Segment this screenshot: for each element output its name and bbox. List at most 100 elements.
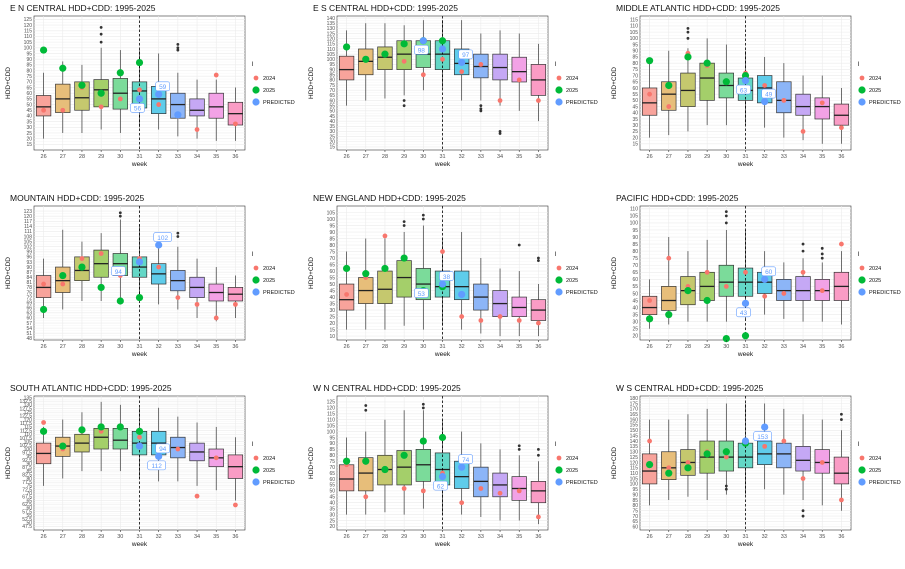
y-tick-label: 110 [630,471,638,477]
x-tick-label: 29 [704,344,710,350]
x-tick-label: 29 [704,154,710,160]
box [338,55,355,81]
outlier-point [686,30,690,34]
y-tick-label: 85 [632,242,638,248]
y-tick-label: 115 [327,412,335,418]
box [377,46,393,70]
y-tick-label: 140 [630,439,639,445]
y-tick-label: 110 [630,207,638,213]
y-tick-label: 100 [327,57,336,63]
point-2025 [722,78,730,86]
y-axis-label: HDD+CDD [308,257,315,289]
box [641,87,658,116]
y-tick-label: 65 [329,93,335,99]
point-2025 [116,423,124,431]
legend-label: PREDICTED [263,100,295,106]
x-tick-label: 29 [401,344,407,350]
legend-key [252,276,260,284]
predicted-label-box [414,44,429,55]
point-2024 [156,264,162,270]
outlier-point [364,408,368,412]
y-tick-label: 60 [329,98,335,104]
y-tick-label: 97.5 [22,450,32,456]
x-tick-label: 29 [98,154,104,160]
y-tick-label: 75 [329,249,335,255]
point-2025 [342,457,351,465]
x-tick-label: 31 [742,344,748,350]
point-2024 [194,301,200,307]
point-2024 [497,98,503,103]
predicted-label: 63 [740,87,748,94]
y-tick-label: 40 [632,305,638,311]
x-tick-label: 32 [459,154,465,160]
predicted-label-box [458,49,473,60]
point-2024 [666,104,672,109]
x-tick-label: 34 [194,534,200,540]
x-tick-label: 26 [344,534,350,540]
y-tick-label: 15 [26,142,32,148]
chart-panel: 60 65 70 75 80 85 90 95 100 105 110 115 120 125 130 135… [606,380,905,569]
x-tick-label: 35 [819,344,825,350]
point-2025 [684,53,692,61]
y-tick-label: 20 [329,140,335,146]
legend-title: l [555,441,557,448]
point-predicted [155,452,163,460]
box [377,270,393,304]
point-2025 [381,50,389,58]
point-2025 [438,37,447,45]
box [718,264,734,297]
point-2025 [59,442,67,450]
x-tick-label: 26 [41,534,47,540]
x-tick-label: 30 [420,154,426,160]
y-tick-label: 105 [24,239,33,245]
y-tick-label: 130 [24,403,33,409]
point-2024 [233,502,238,508]
x-tick-label: 33 [478,344,484,350]
y-axis-label: HDD+CDD [611,257,618,289]
point-2025 [665,311,673,319]
x-tick-label: 33 [175,344,181,350]
box [338,283,355,311]
y-tick-label: 70 [329,465,335,471]
y-tick-label: 60 [329,269,335,275]
y-tick-label: 75 [632,509,638,515]
y-tick-label: 175 [630,401,639,407]
y-tick-label: 95 [632,42,638,48]
y-tick-label: 55 [632,92,638,98]
point-2025 [684,464,692,472]
y-tick-label: 85 [329,447,335,453]
y-tick-label: 95 [329,62,335,68]
y-tick-label: 30 [632,319,638,325]
outlier-point [724,487,728,491]
y-tick-label: 105 [24,439,33,445]
outlier-point [176,48,180,52]
chart-title: SOUTH ATLANTIC HDD+CDD: 1995-2025 [10,383,172,393]
legend-label: 2025 [566,468,578,474]
outlier-point [840,418,843,421]
outlier-point [537,447,540,451]
point-2025 [381,465,389,474]
predicted-label-box [753,431,772,441]
y-tick-label: 110 [327,47,335,53]
point-2025 [59,64,67,72]
x-tick-label: 32 [156,154,162,160]
legend-title: l [858,251,860,258]
y-tick-label: 30 [26,125,32,131]
point-2024 [800,128,806,134]
x-tick-label: 36 [838,344,844,350]
y-tick-label: 117.5 [20,421,32,427]
predicted-label: 94 [159,446,167,453]
legend-key [253,75,259,81]
outlier-point [537,259,540,263]
y-tick-label: 140 [327,16,336,22]
x-tick-label: 35 [213,534,219,540]
box [757,440,773,465]
point-2024 [762,83,768,88]
y-tick-label: 90 [632,492,638,498]
y-tick-label: 60 [632,525,638,531]
x-axis-label: week [131,351,148,358]
y-tick-label: 35 [329,506,335,512]
point-2024 [819,100,825,106]
y-tick-label: 132.5 [19,399,32,405]
chart-panel: 15 20 25 30 35 40 45 50 55 60 65 70 75 80 85 90 95 100 105… [303,0,603,189]
